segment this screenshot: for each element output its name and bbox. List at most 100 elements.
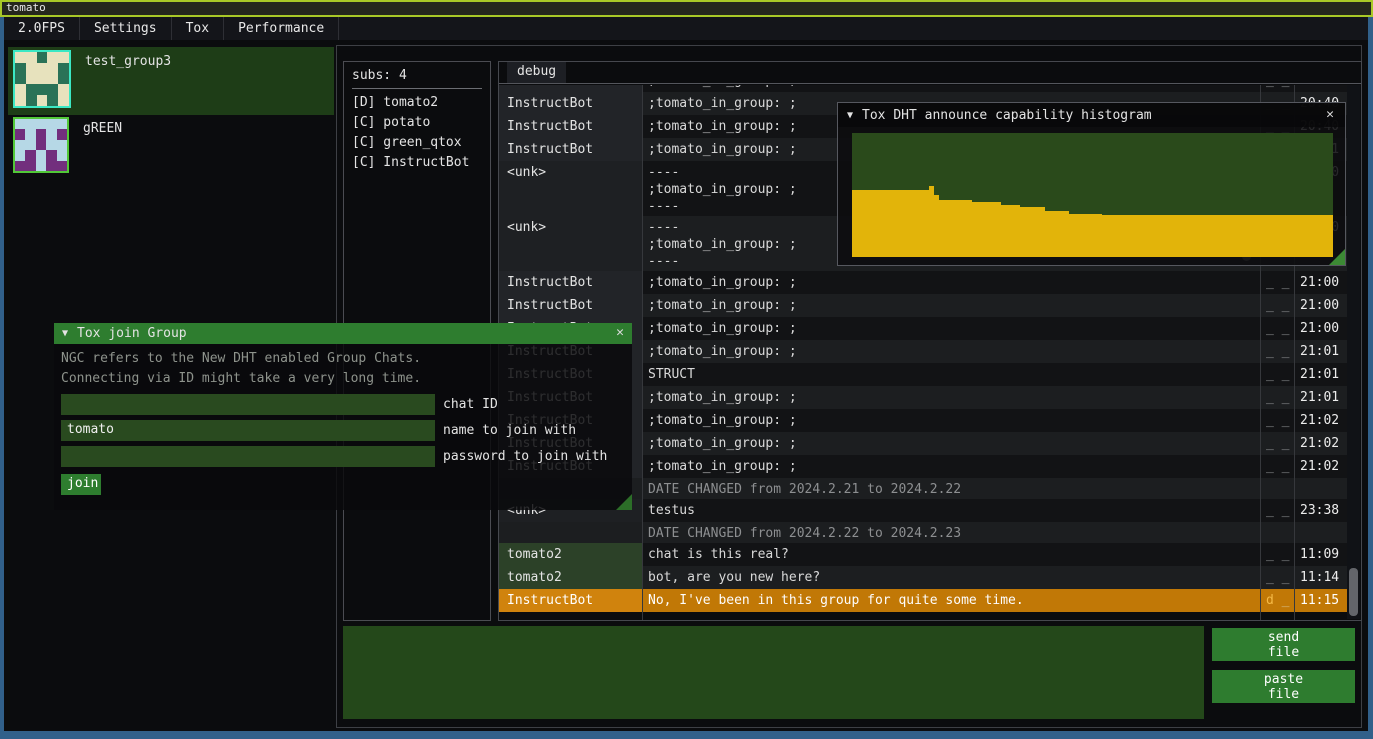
status-cell: _ _ — [1266, 298, 1290, 313]
histogram-bar — [1010, 204, 1016, 257]
avatar-pixel — [15, 129, 26, 140]
message-cell: ;tomato_in_group: ; — [648, 459, 797, 474]
histogram-bar — [1232, 214, 1237, 257]
histogram-bar — [967, 199, 973, 257]
join-name-input[interactable]: tomato — [61, 420, 435, 441]
histogram-bar — [871, 190, 877, 257]
histogram-bar — [1169, 214, 1175, 257]
avatar-pixel — [25, 139, 36, 151]
histogram-bar — [880, 190, 886, 257]
close-icon[interactable]: ✕ — [616, 325, 624, 340]
histogram-bar — [977, 202, 982, 257]
message-cell: ;tomato_in_group: ; — [648, 96, 797, 111]
menu-item-tox[interactable]: Tox — [172, 17, 225, 40]
histogram-bar — [890, 190, 896, 257]
sender-name-cell: InstructBot — [499, 115, 642, 138]
dht-histogram-title: Tox DHT announce capability histogram — [862, 107, 1152, 123]
chat-row: tomato2 chat is this real? _ _ 11:09 — [499, 543, 1349, 566]
histogram-bar — [904, 190, 910, 257]
timestamp-cell: 11:09 — [1300, 547, 1340, 562]
histogram-bar — [1309, 214, 1314, 257]
subs-member-tomato2[interactable]: [D] tomato2 — [352, 95, 439, 110]
histogram-bar — [1188, 214, 1194, 257]
histogram-bar — [1251, 214, 1257, 257]
chat-scrollbar[interactable] — [1347, 85, 1360, 619]
status-cell — [1260, 478, 1294, 499]
menu-item-2-0fps[interactable]: 2.0FPS — [4, 17, 80, 40]
message-input[interactable] — [343, 626, 1204, 719]
histogram-bar — [996, 202, 1002, 257]
message-line: ;tomato_in_group: ; — [648, 182, 797, 197]
histogram-bar — [1044, 211, 1050, 257]
histogram-bar — [1150, 214, 1156, 257]
message-cell: STRUCT — [648, 367, 695, 382]
histogram-bar — [1246, 214, 1252, 257]
avatar-pixel — [56, 160, 67, 171]
tab-debug[interactable]: debug — [507, 62, 567, 83]
status-cell: _ _ — [1266, 367, 1290, 382]
sender-name-cell: <unk> — [499, 216, 642, 271]
timestamp-cell: 21:01 — [1300, 367, 1340, 382]
collapse-arrow-icon[interactable]: ▼ — [62, 328, 69, 339]
message-cell: ;tomato_in_group: ; — [648, 119, 797, 134]
histogram-bar — [1203, 214, 1209, 257]
message-line: ---- — [648, 165, 680, 180]
histogram-bar — [943, 199, 949, 257]
join-button[interactable]: join — [61, 474, 101, 495]
menu-item-settings[interactable]: Settings — [80, 17, 172, 40]
message-cell: ;tomato_in_group: ; — [648, 298, 797, 313]
join-group-titlebar[interactable]: ▼ Tox join Group ✕ — [54, 323, 632, 344]
message-line: ;tomato_in_group: ; — [648, 237, 797, 252]
histogram-bar — [861, 190, 867, 257]
menu-item-performance[interactable]: Performance — [224, 17, 340, 40]
sender-name-cell: InstructBot — [499, 85, 642, 92]
timestamp-cell: 11:14 — [1300, 570, 1340, 585]
avatar-pixel — [25, 84, 37, 96]
avatar-pixel — [35, 129, 47, 140]
group-item-test_group3[interactable]: test_group3 — [8, 47, 334, 115]
histogram-bar — [938, 199, 944, 257]
collapse-arrow-icon[interactable]: ▼ — [847, 109, 854, 121]
group-item-gREEN[interactable]: gREEN — [8, 114, 334, 173]
resize-grip[interactable] — [1329, 249, 1345, 265]
subs-member-potato[interactable]: [C] potato — [352, 115, 431, 130]
resize-grip[interactable] — [616, 494, 632, 510]
histogram-bar — [986, 202, 992, 257]
chat-id-input[interactable] — [61, 394, 435, 415]
subs-member-InstructBot[interactable]: [C] InstructBot — [352, 155, 470, 170]
window-titlebar[interactable]: tomato — [0, 0, 1373, 17]
message-cell: ---- ;tomato_in_group: ; ---- — [642, 216, 1260, 271]
avatar-pixel — [36, 52, 48, 63]
subs-header: subs: 4 — [352, 68, 407, 83]
avatar-pixel — [15, 62, 26, 74]
histogram-bar — [852, 190, 857, 257]
paste-file-button[interactable]: paste file — [1212, 670, 1355, 703]
avatar-pixel — [36, 84, 48, 96]
message-cell: ;tomato_in_group: ; — [648, 436, 797, 451]
message-line: ---- — [648, 254, 680, 269]
histogram-bar — [1193, 214, 1199, 257]
histogram-bar — [1020, 207, 1026, 257]
chat-scrollbar-thumb[interactable] — [1349, 568, 1358, 616]
histogram-bar — [957, 199, 963, 257]
date-row: DATE CHANGED from 2024.2.21 to 2024.2.22 — [499, 478, 1349, 499]
avatar-pixel — [25, 52, 37, 63]
timestamp-cell: 21:01 — [1300, 344, 1340, 359]
close-icon[interactable]: ✕ — [1326, 107, 1334, 122]
avatar-pixel — [15, 150, 26, 161]
subs-member-green_qtox[interactable]: [C] green_qtox — [352, 135, 462, 150]
histogram-bar — [1155, 214, 1160, 257]
timestamp-cell: 21:02 — [1300, 459, 1340, 474]
timestamp-cell: 21:02 — [1300, 436, 1340, 451]
send-file-button[interactable]: send file — [1212, 628, 1355, 661]
histogram-bar — [914, 190, 920, 257]
group-avatar — [13, 50, 71, 108]
avatar-pixel — [15, 52, 26, 63]
avatar-pixel — [58, 62, 69, 74]
avatar-pixel — [58, 73, 69, 85]
join-password-input[interactable] — [61, 446, 435, 467]
avatar-pixel — [35, 150, 47, 161]
dht-histogram-titlebar[interactable]: ▼ Tox DHT announce capability histogram … — [838, 103, 1345, 127]
join-description-line: Connecting via ID might take a very long… — [61, 371, 422, 386]
histogram-bar — [1107, 214, 1112, 257]
